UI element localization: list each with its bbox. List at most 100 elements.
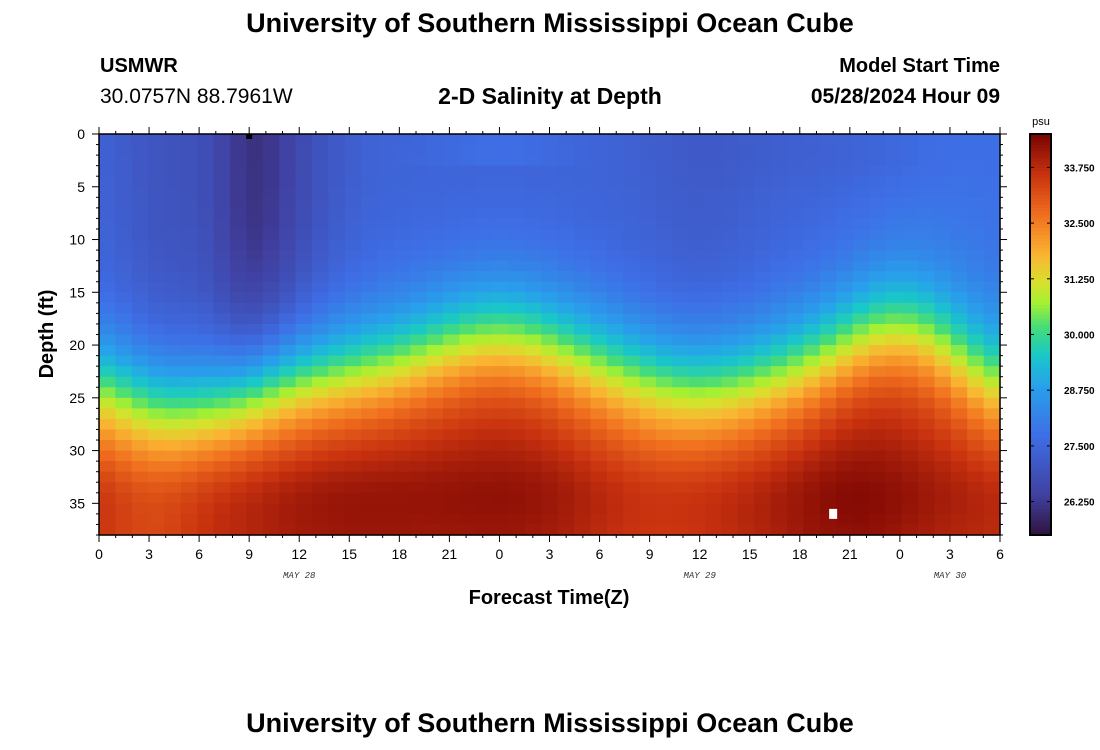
heatmap-cell (950, 155, 968, 167)
heatmap-cell (213, 134, 231, 146)
heatmap-cell (377, 429, 395, 441)
heatmap-cell (819, 524, 837, 536)
heatmap-cell (393, 155, 411, 167)
heatmap-cell (918, 207, 936, 220)
heatmap-cell (443, 471, 460, 483)
heatmap-cell (672, 176, 690, 188)
heatmap-cell (344, 207, 362, 220)
heatmap-cell (115, 155, 133, 167)
heatmap-cell (426, 482, 444, 494)
colorbar-swatch (1030, 197, 1051, 202)
heatmap-cell (164, 176, 182, 188)
heatmap-cell (230, 271, 248, 283)
heatmap-cell (754, 176, 772, 188)
heatmap-cell (508, 134, 526, 146)
heatmap-cell (180, 366, 198, 378)
heatmap-cell (164, 482, 182, 494)
heatmap-cell (279, 397, 297, 409)
heatmap-cell (426, 450, 444, 462)
heatmap-cell (426, 345, 444, 357)
heatmap-cell (655, 218, 673, 230)
heatmap-cell (213, 228, 231, 241)
colorbar-swatch (1030, 210, 1051, 215)
colorbar-swatch (1030, 324, 1051, 329)
heatmap-cell (672, 387, 690, 399)
date-label: MAY 29 (683, 571, 716, 581)
heatmap-cell (918, 450, 936, 462)
heatmap-cell (230, 366, 248, 378)
heatmap-cell (934, 418, 952, 431)
colorbar-swatch (1030, 431, 1051, 436)
heatmap-cell (967, 366, 985, 378)
heatmap-cell (328, 524, 346, 536)
heatmap-cell (983, 292, 1001, 304)
heatmap-cell (311, 492, 329, 504)
y-axis-title: Depth (ft) (36, 290, 58, 379)
heatmap-cell (574, 239, 592, 251)
heatmap-cell (967, 313, 985, 325)
heatmap-cell (180, 524, 198, 536)
heatmap-cell (328, 345, 346, 357)
colorbar-swatch (1030, 194, 1051, 199)
heatmap-cell (934, 228, 952, 241)
heatmap-cell (918, 387, 936, 399)
heatmap-cell (639, 323, 657, 336)
heatmap-cell (393, 186, 411, 198)
heatmap-cell (443, 207, 460, 220)
heatmap-cell (279, 461, 297, 473)
heatmap-cell (328, 218, 346, 230)
heatmap-cell (623, 334, 641, 346)
heatmap-cell (918, 408, 936, 420)
heatmap-cell (541, 186, 559, 198)
heatmap-cell (443, 355, 460, 367)
heatmap-cell (967, 260, 985, 272)
heatmap-cell (901, 397, 919, 409)
heatmap-cell (688, 524, 706, 536)
heatmap-cell (180, 260, 198, 272)
heatmap-cell (852, 292, 870, 304)
heatmap-cell (688, 176, 706, 188)
heatmap-cell (918, 334, 936, 346)
heatmap-cell (803, 387, 821, 399)
heatmap-cell (623, 323, 641, 336)
heatmap-cell (590, 165, 608, 177)
colorbar-swatch (1030, 404, 1051, 409)
heatmap-cell (754, 207, 772, 220)
heatmap-cell (721, 503, 739, 515)
station-name: USMWR (100, 55, 178, 77)
heatmap-cell (459, 239, 477, 251)
heatmap-cell (721, 281, 739, 293)
heatmap-cell (623, 313, 641, 325)
heatmap-cell (311, 461, 329, 473)
heatmap-cell (180, 218, 198, 230)
heatmap-cell (262, 155, 280, 167)
heatmap-cell (115, 334, 133, 346)
heatmap-cell (967, 281, 985, 293)
heatmap-cell (950, 524, 968, 536)
heatmap-cell (574, 524, 592, 536)
heatmap-cell (574, 471, 592, 483)
heatmap-cell (459, 408, 477, 420)
heatmap-cell (803, 239, 821, 251)
heatmap-cell (983, 524, 1001, 536)
heatmap-cell (459, 228, 477, 241)
heatmap-cell (377, 134, 395, 146)
heatmap-cell (803, 228, 821, 241)
heatmap-cell (541, 292, 559, 304)
heatmap-cell (918, 155, 936, 167)
heatmap-cell (541, 440, 559, 452)
heatmap-cell (541, 281, 559, 293)
heatmap-cell (459, 387, 477, 399)
heatmap-cell (983, 461, 1001, 473)
heatmap-cell (574, 207, 592, 220)
heatmap-cell (606, 239, 624, 251)
heatmap-cell (836, 471, 854, 483)
colorbar-swatch (1030, 304, 1051, 309)
heatmap-cell (115, 197, 133, 209)
heatmap-cell (868, 197, 886, 209)
heatmap-cell (246, 186, 264, 198)
heatmap-cell (836, 302, 854, 314)
heatmap-cell (803, 513, 821, 526)
heatmap-cell (295, 144, 313, 156)
heatmap-cell (361, 218, 379, 230)
